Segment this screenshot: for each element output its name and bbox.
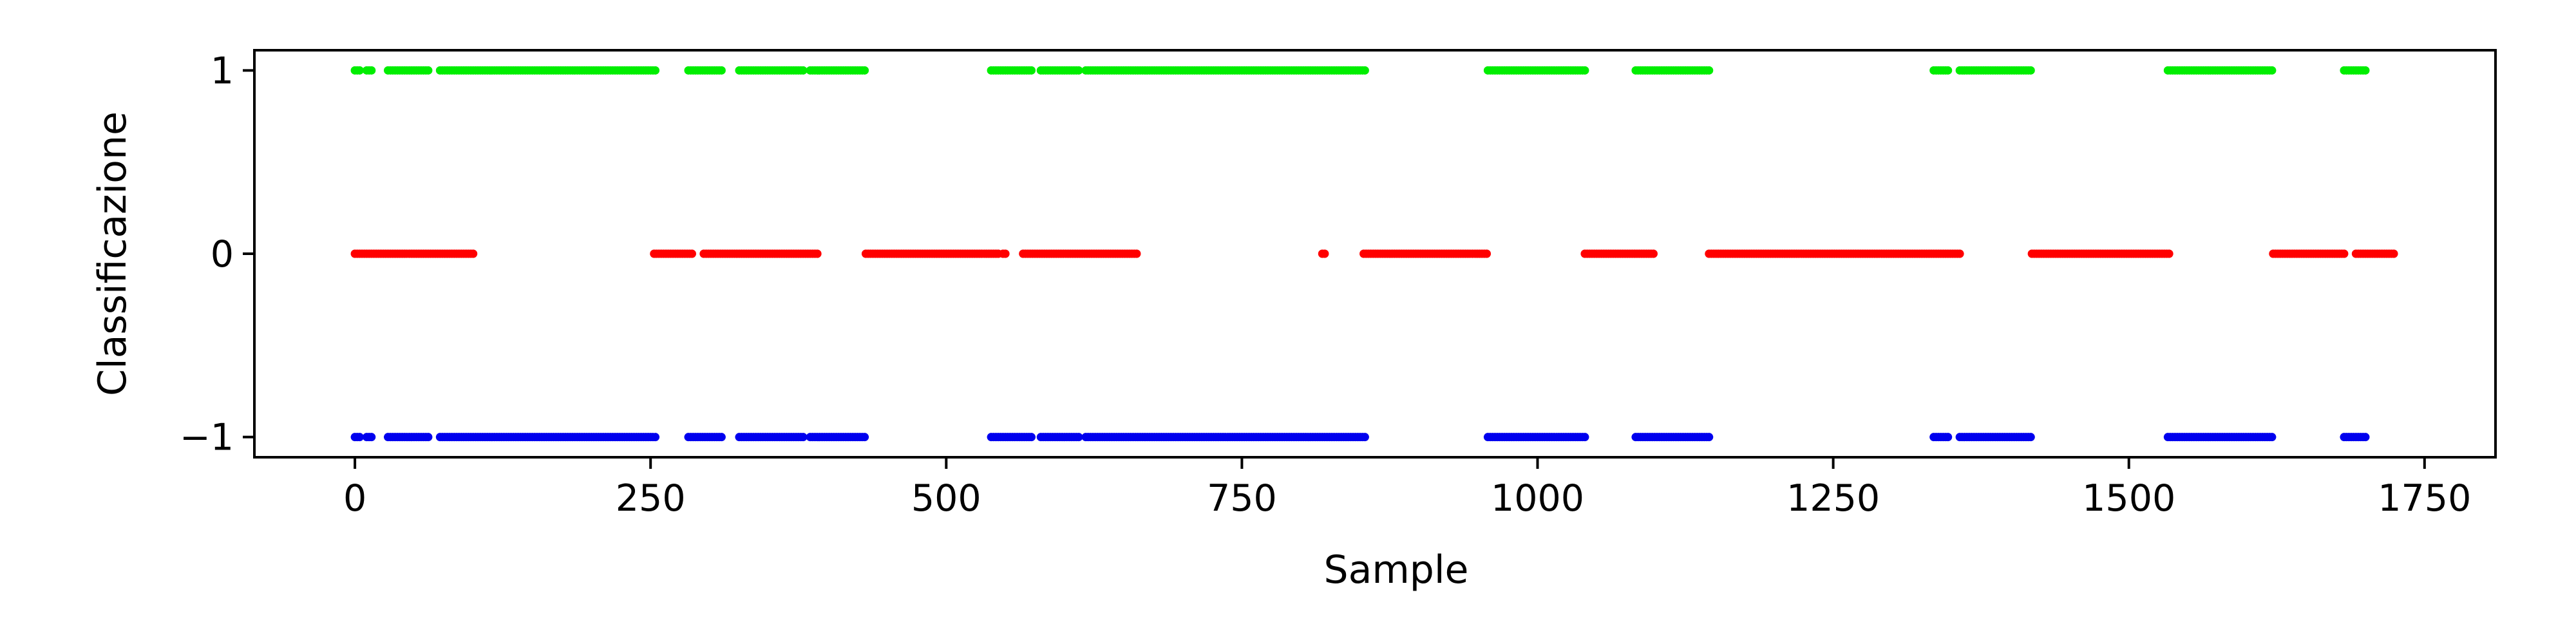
x-tick-label: 0 xyxy=(343,477,366,520)
x-tick-label: 750 xyxy=(1207,477,1277,520)
data-point xyxy=(860,66,869,75)
data-point xyxy=(2268,66,2277,75)
data-point xyxy=(2026,433,2035,442)
data-point xyxy=(2340,249,2349,258)
data-point xyxy=(1360,66,1369,75)
data-point xyxy=(799,66,808,75)
x-tick-label: 500 xyxy=(911,477,981,520)
series-0 xyxy=(350,66,2370,75)
y-tick-label: 0 xyxy=(211,233,234,276)
y-axis-label: Classificazione xyxy=(90,111,135,396)
x-axis-label: Sample xyxy=(1324,547,1469,592)
data-point xyxy=(424,433,433,442)
data-point xyxy=(651,66,660,75)
data-point xyxy=(1027,66,1036,75)
data-point xyxy=(1482,249,1492,258)
x-tick-label: 1000 xyxy=(1491,477,1584,520)
data-point xyxy=(799,433,808,442)
data-point xyxy=(355,66,364,75)
data-point xyxy=(1360,433,1369,442)
data-point xyxy=(1580,433,1589,442)
data-point xyxy=(1074,66,1083,75)
series-2 xyxy=(350,433,2370,442)
points-layer xyxy=(350,66,2398,442)
data-point xyxy=(1001,249,1010,258)
data-point xyxy=(1320,249,1329,258)
data-point xyxy=(1649,249,1658,258)
x-tick-label: 1500 xyxy=(2082,477,2175,520)
data-point xyxy=(1027,433,1036,442)
series-1 xyxy=(350,249,2398,258)
x-tick-label: 250 xyxy=(616,477,686,520)
x-tick-label: 1250 xyxy=(1786,477,1880,520)
data-point xyxy=(2361,433,2370,442)
data-point xyxy=(1705,433,1714,442)
data-point xyxy=(367,66,376,75)
data-point xyxy=(2268,433,2277,442)
y-tick-label: −1 xyxy=(180,417,234,459)
data-point xyxy=(2026,66,2035,75)
data-point xyxy=(355,433,364,442)
data-point xyxy=(367,433,376,442)
data-point xyxy=(1580,66,1589,75)
data-point xyxy=(1705,66,1714,75)
x-tick-label: 1750 xyxy=(2378,477,2471,520)
data-point xyxy=(717,433,726,442)
data-point xyxy=(651,433,660,442)
ticks-layer: 0 250 500 750 1000 1250 1500 1750 −1 0 1 xyxy=(180,50,2471,520)
data-point xyxy=(717,66,726,75)
data-point xyxy=(1955,249,1964,258)
data-point xyxy=(424,66,433,75)
data-point xyxy=(1944,433,1953,442)
data-point xyxy=(2361,66,2370,75)
data-point xyxy=(1944,66,1953,75)
data-point xyxy=(687,249,696,258)
data-point xyxy=(1132,249,1141,258)
data-point xyxy=(860,433,869,442)
data-point xyxy=(2389,249,2398,258)
data-point xyxy=(813,249,822,258)
data-point xyxy=(1074,433,1083,442)
y-tick-label: 1 xyxy=(211,50,234,92)
data-point xyxy=(2164,249,2174,258)
data-point xyxy=(469,249,478,258)
